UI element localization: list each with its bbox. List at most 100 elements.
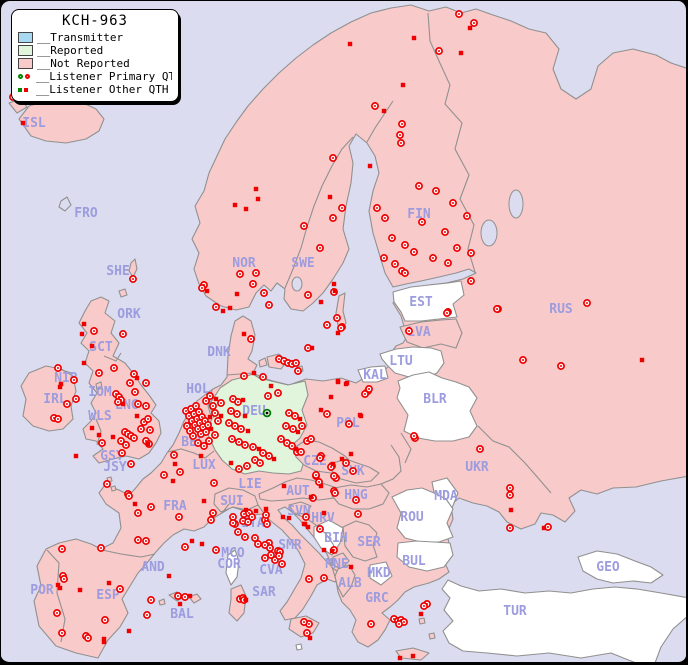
listener-other-qth-marker [213, 396, 219, 402]
listener-other-qth-marker [77, 587, 83, 593]
listener-primary-qth-marker [338, 204, 346, 212]
label-rus: RUS [549, 302, 573, 317]
listener-other-qth-marker [339, 456, 345, 462]
listener-primary-qth-marker [170, 451, 178, 459]
listener-other-qth-marker [145, 441, 151, 447]
lakes [291, 189, 524, 292]
label-grc: GRC [365, 591, 388, 606]
listener-primary-qth-marker [103, 480, 111, 488]
listener-other-qth-marker [255, 196, 261, 202]
listener-primary-qth-marker [127, 460, 135, 468]
listener-primary-qth-marker [396, 131, 404, 139]
listener-primary-qth-marker [470, 19, 478, 27]
listener-primary-qth-marker [349, 467, 357, 475]
label-cva: CVA [259, 563, 283, 578]
listener-primary-qth-marker [209, 509, 217, 517]
listener-other-qth-marker [198, 453, 204, 459]
country-svn [288, 501, 312, 515]
listener-other-qth-marker [253, 186, 259, 192]
listener-other-qth-marker [253, 508, 259, 514]
label-mkd: MKD [367, 566, 391, 581]
listener-primary-qth-marker [147, 503, 155, 511]
country-tur [441, 579, 686, 662]
reported-swatch [18, 45, 33, 56]
listener-primary-qth-marker [259, 449, 267, 457]
listener-primary-qth-marker [110, 364, 118, 372]
listener-primary-qth-marker [405, 327, 413, 335]
listener-primary-qth-marker [249, 280, 257, 288]
listener-primary-qth-marker [444, 259, 452, 267]
listener-other-qth-marker [101, 636, 107, 642]
listener-other-qth-marker [397, 655, 403, 661]
listener-primary-qth-marker [125, 492, 133, 500]
listener-primary-qth-marker [247, 335, 255, 343]
listener-primary-qth-marker [420, 602, 428, 610]
red-circle-icon [25, 74, 30, 79]
label-hrv: HRV [311, 511, 335, 526]
listener-primary-qth-marker [261, 554, 269, 562]
listener-other-qth-marker [297, 416, 303, 422]
listener-primary-qth-marker [352, 496, 360, 504]
listener-primary-qth-marker [401, 269, 409, 277]
listener-primary-qth-marker [323, 410, 331, 418]
listener-primary-qth-marker [84, 634, 92, 642]
listener-primary-qth-marker [233, 410, 241, 418]
listener-primary-qth-marker [181, 543, 189, 551]
listener-primary-qth-marker [118, 449, 126, 457]
listener-other-qth-marker [243, 597, 249, 603]
listener-primary-qth-marker [304, 291, 312, 299]
listener-other-qth-marker [344, 380, 350, 386]
listener-primary-qth-marker [415, 182, 423, 190]
listener-primary-qth-marker [134, 509, 142, 517]
listener-primary-qth-marker [398, 120, 406, 128]
listener-primary-qth-marker [192, 402, 200, 410]
label-geo: GEO [596, 560, 620, 575]
listener-primary-qth-marker [72, 395, 80, 403]
listener-other-qth-marker [305, 524, 311, 530]
listener-other-qth-marker [256, 446, 262, 452]
listener-primary-qth-marker [285, 409, 293, 417]
listener-primary-qth-marker [142, 402, 150, 410]
listener-other-qth-marker [307, 635, 313, 641]
listener-primary-qth-marker [90, 327, 98, 335]
listener-other-qth-marker [110, 434, 116, 440]
red-square-icon [24, 87, 28, 92]
country-rou [391, 487, 454, 543]
listener-other-qth-marker [327, 194, 333, 200]
listener-other-qth-marker [89, 425, 95, 431]
listener-other-qth-marker [220, 308, 226, 314]
listener-other-qth-marker [508, 507, 514, 513]
listener-other-qth-marker [271, 456, 277, 462]
label-cor: COR [217, 557, 241, 572]
legend-title: KCH-963 [61, 13, 128, 29]
listener-primary-qth-marker [289, 425, 297, 433]
label-swe: SWE [291, 256, 314, 271]
listener-primary-qth-marker [212, 303, 220, 311]
listener-primary-qth-marker [131, 388, 139, 396]
listener-primary-qth-marker [298, 422, 306, 430]
listener-other-qth-marker [309, 345, 315, 351]
country-mne [332, 552, 350, 570]
label-bul: BUL [402, 554, 426, 569]
listener-other-qth-marker [81, 321, 87, 327]
country-lva [399, 318, 463, 349]
listener-primary-qth-marker [323, 321, 331, 329]
listener-other-qth-marker [240, 397, 246, 403]
label-por: POR [30, 583, 54, 598]
label-sar: SAR [252, 585, 276, 600]
listener-other-qth-marker [218, 413, 224, 419]
label-ser: SER [357, 535, 381, 550]
country-hng [331, 483, 390, 510]
listener-primary-qth-marker [294, 367, 302, 375]
listener-primary-qth-marker [240, 372, 248, 380]
listener-primary-qth-marker [181, 593, 189, 601]
listener-primary-qth-marker [345, 420, 353, 428]
label-rou: ROU [400, 510, 424, 525]
listener-primary-qth-marker [435, 47, 443, 55]
listener-primary-qth-marker [207, 516, 215, 524]
listener-primary-qth-marker [395, 620, 403, 628]
listener-other-qth-marker [410, 653, 416, 659]
listener-primary-qth-marker [397, 139, 405, 147]
listener-primary-qth-marker [114, 398, 122, 406]
